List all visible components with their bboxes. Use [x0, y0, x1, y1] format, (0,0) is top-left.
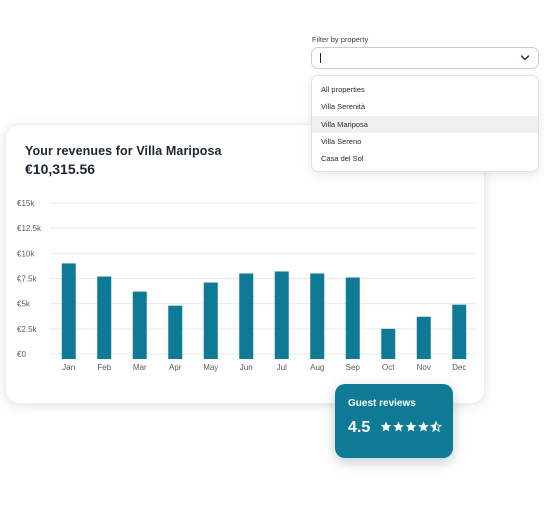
bar-dec[interactable]: [452, 304, 467, 359]
bar-jun[interactable]: [239, 273, 254, 359]
x-tick-label: Jul: [277, 363, 287, 372]
revenue-total: €10,315.56: [25, 161, 96, 177]
star-icon: [380, 421, 392, 432]
bar-sep[interactable]: [345, 277, 360, 359]
bar-aug[interactable]: [310, 273, 325, 359]
revenue-bar-chart: €15k €12.5k €10k €7.5k €5k €2.5k €0 Jan Feb Mar Ap…: [17, 199, 476, 372]
x-tick-label: Jun: [240, 363, 253, 372]
reviews-score: 4.5: [348, 419, 371, 436]
star-rating: [380, 421, 442, 433]
bar-may[interactable]: [203, 282, 218, 359]
bar-oct[interactable]: [381, 328, 396, 359]
half-star-icon: [430, 421, 437, 432]
guest-reviews-card: Guest reviews 4.5: [335, 384, 453, 458]
star-icon: [418, 421, 429, 432]
property-dropdown-list: All properties Villa Serenità Villa Maripo…: [311, 75, 539, 172]
dropdown-option[interactable]: Villa Sereno: [321, 136, 362, 146]
x-tick-label: Aug: [310, 363, 324, 372]
x-tick-label: May: [203, 363, 218, 372]
reviews-title: Guest reviews: [348, 398, 416, 409]
chevron-down-icon: [520, 55, 530, 61]
x-tick-label: Jan: [62, 363, 75, 372]
y-tick-label: €12.5k: [17, 224, 42, 233]
y-tick-label: €0: [17, 350, 26, 359]
y-tick-label: €7.5k: [17, 275, 38, 284]
text-cursor: [320, 53, 321, 63]
x-tick-label: Nov: [417, 363, 431, 372]
y-tick-label: €10k: [17, 249, 35, 258]
dropdown-option[interactable]: Villa Serenità: [321, 102, 366, 112]
star-icon: [405, 421, 417, 432]
y-tick-label: €2.5k: [17, 325, 38, 334]
bar-apr[interactable]: [168, 305, 183, 359]
bar-mar[interactable]: [132, 291, 147, 359]
dropdown-option[interactable]: Villa Mariposa: [312, 115, 538, 133]
dropdown-option[interactable]: Casa del Sol: [321, 154, 364, 164]
dropdown-option[interactable]: All properties: [321, 85, 365, 94]
bar-nov[interactable]: [416, 316, 431, 359]
x-tick-label: Dec: [452, 363, 466, 372]
property-filter-select[interactable]: [311, 47, 539, 69]
filter-label: Filter by property: [312, 35, 369, 44]
star-icon: [393, 421, 404, 432]
bar-jul[interactable]: [274, 271, 289, 359]
x-tick-label: Sep: [346, 363, 361, 372]
y-tick-label: €15k: [17, 199, 35, 208]
x-tick-label: Mar: [133, 363, 147, 372]
x-tick-label: Apr: [169, 363, 182, 372]
bar-jan[interactable]: [61, 263, 76, 359]
x-tick-label: Feb: [97, 363, 111, 372]
bar-feb[interactable]: [97, 276, 112, 359]
y-tick-label: €5k: [17, 300, 31, 309]
revenue-title: Your revenues for Villa Mariposa: [25, 144, 222, 158]
x-tick-label: Oct: [382, 363, 395, 372]
